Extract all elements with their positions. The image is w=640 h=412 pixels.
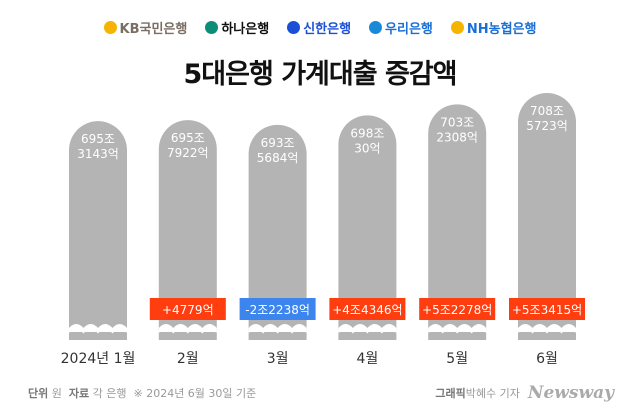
axis-break-wave [428,324,487,332]
footer-credit: 그래픽박혜수 기자 Newsway [435,383,614,403]
axis-break-wave [158,324,217,332]
bank-emblem-icon [369,21,383,34]
unit: 원 [51,387,62,400]
value-label: 708조 [530,104,564,118]
axis-break-wave [427,327,487,334]
x-tick-label: 2024년 1월 [61,351,136,367]
x-tick-label: 4월 [357,351,379,367]
change-badge [419,298,496,320]
brand-logo: Newsway [527,383,614,403]
x-tick-label: 3월 [267,351,289,367]
value-label: 5684억 [257,151,299,165]
change-badge [329,298,406,320]
axis-break-wave [248,324,307,332]
bank-name: 우리은행 [385,22,433,37]
bank-logo: 하나은행 [205,18,269,37]
unit-label: 단위 [28,387,49,400]
change-label: +4779억 [162,303,214,317]
value-label: 2308억 [436,130,478,144]
bar [158,120,217,340]
bank-name: NH농협은행 [466,22,537,37]
source-label: 자료 [68,387,90,400]
axis-break-wave [247,327,308,334]
value-label: 7922억 [167,146,209,160]
note: ※ 2024년 6월 30일 기준 [133,387,257,400]
bar [518,93,576,341]
axis-break-wave [338,324,397,332]
author: 박혜수 기자 [465,387,520,400]
bank-name: KB국민은행 [119,22,188,37]
bank-logo: NH농협은행 [450,18,537,37]
change-label: +4조4346억 [332,303,402,317]
footer-source: 단위 원 자료 각 은행 ※ 2024년 6월 30일 기준 [28,385,256,401]
x-tick-label: 6월 [536,351,558,367]
value-label: 5723억 [526,119,568,133]
bank-name: 하나은행 [221,22,270,37]
bank-name: 신한은행 [303,22,352,37]
value-label: 30억 [354,141,380,155]
bank-emblem-icon [103,21,117,34]
value-label: 695조 [171,131,205,145]
bank-logos: KB국민은행 하나은행 신한은행 우리은행 NH농협은행 [0,18,640,37]
change-label: -2조2238억 [245,303,310,317]
bar [248,124,307,341]
change-badge [239,298,316,320]
bank-emblem-icon [205,21,219,34]
change-badge [149,298,226,320]
x-tick-label: 5월 [446,351,468,367]
axis-break-wave [69,324,127,332]
graphic-label: 그래픽 [435,387,466,400]
bank-logo: KB국민은행 [103,18,188,37]
axis-break-wave [158,327,218,334]
chart-title: 5대은행 가계대출 증감액 [183,59,458,90]
change-label: +5조3415억 [512,303,582,317]
change-label: +5조2278억 [422,303,492,317]
axis-break-wave [517,327,577,334]
value-label: 693조 [261,136,295,150]
bank-logo: 우리은행 [369,18,433,37]
bar [428,104,487,340]
bank-emblem-icon [287,21,301,34]
bank-logo: 신한은행 [287,18,351,37]
bar [338,115,397,340]
axis-break-wave [68,327,128,334]
value-label: 698조 [350,126,384,140]
axis-break-wave [518,324,576,332]
value-label: 695조 [81,132,115,146]
source: 각 은행 [92,387,127,400]
value-label: 3143억 [77,147,119,161]
bank-emblem-icon [450,21,464,34]
change-badge [509,298,585,320]
x-tick-label: 2월 [177,351,199,367]
axis-break-wave [337,327,398,334]
bar [69,121,127,340]
value-label: 703조 [440,115,474,129]
